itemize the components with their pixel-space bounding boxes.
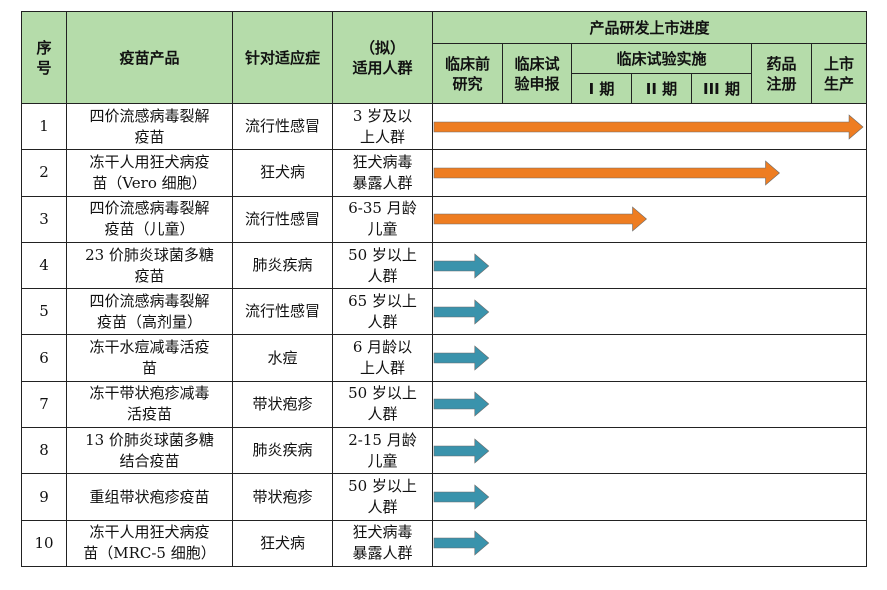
row-indication: 流行性感冒 <box>232 288 333 336</box>
progress-arrow <box>433 206 650 232</box>
table-row: 10 冻干人用狂犬病疫 苗（MRC-5 细胞） 狂犬病 狂犬病毒 暴露人群 <box>21 519 868 567</box>
progress-arrow-shape <box>434 485 489 509</box>
progress-arrow <box>433 160 783 186</box>
row-number: 5 <box>21 288 67 336</box>
header-product: 疫苗产品 <box>66 11 233 104</box>
header-trial: 临床试验实施 <box>571 43 752 74</box>
progress-arrow-shape <box>434 254 489 278</box>
row-product: 冻干人用狂犬病疫 苗（Vero 细胞） <box>66 149 233 197</box>
row-progress <box>431 149 868 197</box>
row-number: 7 <box>21 380 67 429</box>
row-indication: 狂犬病 <box>232 519 333 567</box>
row-product: 13 价肺炎球菌多糖 结合疫苗 <box>66 427 233 475</box>
header-launch: 上市 生产 <box>810 43 868 104</box>
row-product: 冻干带状疱疹减毒 活疫苗 <box>66 380 233 429</box>
row-number: 8 <box>21 427 67 475</box>
progress-arrow <box>433 391 492 417</box>
table-row: 7 冻干带状疱疹减毒 活疫苗 带状疱疹 50 岁以上 人群 <box>21 380 868 429</box>
header-nda: 药品 注册 <box>751 43 812 104</box>
table-row: 8 13 价肺炎球菌多糖 结合疫苗 肺炎疾病 2-15 月龄 儿童 <box>21 427 868 475</box>
header-phase2: II 期 <box>631 73 692 104</box>
pipeline-table: 序 号 疫苗产品 针对适应症 （拟） 适用人群 产品研发上市进度 临床前 研究 … <box>21 11 868 567</box>
header-phase3: III 期 <box>691 73 752 104</box>
row-number: 10 <box>21 519 67 567</box>
row-population: 狂犬病毒 暴露人群 <box>332 149 433 197</box>
progress-arrow <box>433 114 866 140</box>
row-progress <box>431 195 868 243</box>
row-number: 3 <box>21 195 67 243</box>
progress-arrow-shape <box>434 392 489 416</box>
row-indication: 水痘 <box>232 334 333 382</box>
progress-arrow <box>433 438 492 464</box>
row-number: 2 <box>21 149 67 197</box>
row-progress <box>431 288 868 336</box>
row-indication: 狂犬病 <box>232 149 333 197</box>
table-row: 5 四价流感病毒裂解 疫苗（高剂量） 流行性感冒 65 岁以上 人群 <box>21 288 868 336</box>
table-row: 2 冻干人用狂犬病疫 苗（Vero 细胞） 狂犬病 狂犬病毒 暴露人群 <box>21 149 868 197</box>
row-product: 四价流感病毒裂解 疫苗（高剂量） <box>66 288 233 336</box>
header-no: 序 号 <box>21 11 67 104</box>
row-indication: 肺炎疾病 <box>232 241 333 290</box>
row-number: 9 <box>21 473 67 521</box>
pipeline-rows: 1 四价流感病毒裂解 疫苗 流行性感冒 3 岁及以 上人群 2 冻干人用狂犬病疫 苗（Ve… <box>21 102 868 567</box>
table-row: 9 重组带状疱疹疫苗 带状疱疹 50 岁以上 人群 <box>21 473 868 521</box>
row-progress <box>431 334 868 382</box>
progress-arrow-shape <box>434 300 489 324</box>
progress-arrow-shape <box>434 207 647 231</box>
table-row: 3 四价流感病毒裂解 疫苗（儿童） 流行性感冒 6-35 月龄 儿童 <box>21 195 868 243</box>
progress-arrow-shape <box>434 346 489 370</box>
row-product: 冻干人用狂犬病疫 苗（MRC-5 细胞） <box>66 519 233 567</box>
header-preclinical: 临床前 研究 <box>432 43 503 104</box>
header-phase1: I 期 <box>571 73 632 104</box>
progress-arrow-shape <box>434 531 489 555</box>
progress-arrow <box>433 253 492 279</box>
row-population: 6 月龄以 上人群 <box>332 334 433 382</box>
progress-arrow-shape <box>434 439 489 463</box>
row-number: 6 <box>21 334 67 382</box>
progress-arrow-shape <box>434 161 780 185</box>
progress-arrow <box>433 299 492 325</box>
row-indication: 流行性感冒 <box>232 102 333 151</box>
row-population: 3 岁及以 上人群 <box>332 102 433 151</box>
row-population: 50 岁以上 人群 <box>332 380 433 429</box>
row-product: 四价流感病毒裂解 疫苗（儿童） <box>66 195 233 243</box>
row-population: 50 岁以上 人群 <box>332 473 433 521</box>
table-row: 1 四价流感病毒裂解 疫苗 流行性感冒 3 岁及以 上人群 <box>21 102 868 151</box>
header-progress: 产品研发上市进度 <box>431 11 868 44</box>
table-row: 6 冻干水痘减毒活疫 苗水痘 6 月龄以 上人群 <box>21 334 868 382</box>
row-progress <box>431 519 868 567</box>
row-indication: 肺炎疾病 <box>232 427 333 475</box>
row-indication: 带状疱疹 <box>232 473 333 521</box>
row-population: 65 岁以上 人群 <box>332 288 433 336</box>
row-indication: 带状疱疹 <box>232 380 333 429</box>
row-number: 1 <box>21 102 67 151</box>
row-population: 2-15 月龄 儿童 <box>332 427 433 475</box>
row-product: 四价流感病毒裂解 疫苗 <box>66 102 233 151</box>
header-ind: 临床试 验申报 <box>502 43 572 104</box>
row-population: 6-35 月龄 儿童 <box>332 195 433 243</box>
row-product: 23 价肺炎球菌多糖 疫苗 <box>66 241 233 290</box>
row-number: 4 <box>21 241 67 290</box>
table-row: 4 23 价肺炎球菌多糖 疫苗 肺炎疾病 50 岁以上 人群 <box>21 241 868 290</box>
header-indication: 针对适应症 <box>232 11 333 104</box>
header-population: （拟） 适用人群 <box>332 11 433 104</box>
row-progress <box>431 473 868 521</box>
row-progress <box>431 427 868 475</box>
row-progress <box>431 102 868 151</box>
row-progress <box>431 380 868 429</box>
progress-arrow <box>433 530 492 556</box>
progress-arrow <box>433 484 492 510</box>
row-population: 50 岁以上 人群 <box>332 241 433 290</box>
row-progress <box>431 241 868 290</box>
row-product: 冻干水痘减毒活疫 苗 <box>66 334 233 382</box>
progress-arrow <box>433 345 492 371</box>
row-population: 狂犬病毒 暴露人群 <box>332 519 433 567</box>
row-indication: 流行性感冒 <box>232 195 333 243</box>
row-product: 重组带状疱疹疫苗 <box>66 473 233 521</box>
progress-arrow-shape <box>434 115 863 139</box>
